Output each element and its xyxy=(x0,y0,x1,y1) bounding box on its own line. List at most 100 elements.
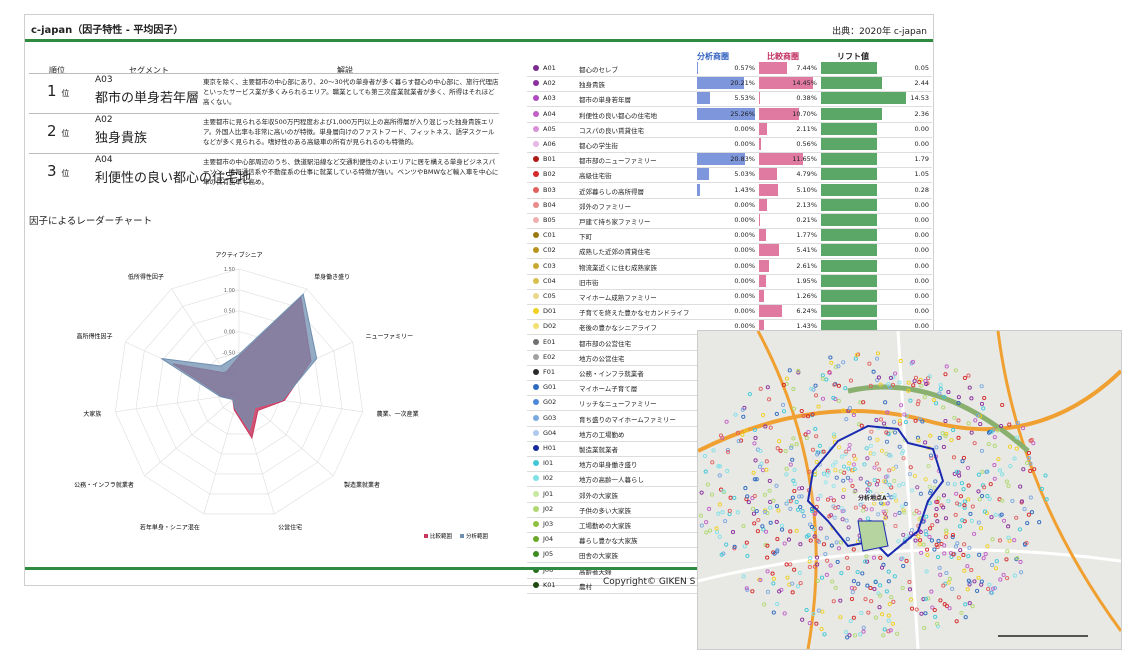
segment-code: A04 xyxy=(95,155,113,165)
map-point xyxy=(824,572,829,577)
map-point xyxy=(1007,422,1012,427)
map-point xyxy=(724,542,729,547)
map-point xyxy=(976,489,981,494)
col-desc: 解説 xyxy=(337,66,353,75)
map-point xyxy=(903,420,908,425)
map-point xyxy=(777,589,782,594)
map-point xyxy=(777,439,782,444)
map-point xyxy=(978,422,983,427)
map-point xyxy=(952,482,957,487)
map-point xyxy=(986,586,991,591)
map-label: 分析地点A xyxy=(858,493,887,502)
segment-name: 工場勤めの大家族 xyxy=(579,522,631,530)
map-point xyxy=(874,482,879,487)
map-point xyxy=(1005,549,1010,554)
map-point xyxy=(920,419,925,424)
map-point xyxy=(873,580,878,585)
map-point xyxy=(897,418,902,423)
map-point xyxy=(732,544,737,549)
map-point xyxy=(878,593,883,598)
map-point xyxy=(988,429,993,434)
map-point xyxy=(874,417,879,423)
analysis-cell: 1.43% xyxy=(697,183,757,196)
col-compare: 比較商圏 xyxy=(767,52,799,61)
map-road xyxy=(698,369,1121,453)
map-point xyxy=(881,509,886,514)
map-point xyxy=(940,431,945,436)
map-point xyxy=(900,556,905,561)
segment-color-dot xyxy=(533,445,539,451)
segment-code: J03 xyxy=(543,520,554,528)
report-source: 出典：2020年 c-japan xyxy=(832,27,927,37)
table-row: C05 マイホーム成熟ファミリー 0.00% 1.26% 0.00 xyxy=(527,289,932,305)
map-point xyxy=(944,570,949,576)
radar-tick-label: 1.00 xyxy=(224,288,235,294)
radar-title: 因子によるレーダーチャート xyxy=(29,216,153,227)
map-point xyxy=(753,435,758,441)
map-point xyxy=(1044,497,1049,502)
map-point xyxy=(934,445,939,450)
map-point xyxy=(869,429,874,434)
map-point xyxy=(832,382,837,387)
map-point xyxy=(979,582,984,587)
map-point xyxy=(929,538,934,543)
map-point xyxy=(767,397,772,402)
map-point xyxy=(797,494,802,499)
map-point xyxy=(865,456,870,461)
map-point xyxy=(942,602,947,607)
map-point xyxy=(699,523,704,528)
map-point xyxy=(780,527,785,532)
map-point xyxy=(882,479,887,484)
map-point xyxy=(952,415,957,420)
compare-cell: 2.11% xyxy=(759,122,819,135)
map-point xyxy=(933,401,939,406)
map-point xyxy=(871,451,876,456)
map-point xyxy=(805,414,811,419)
map-point xyxy=(827,370,832,375)
segment-name: 高級住宅街 xyxy=(579,172,612,181)
map-point xyxy=(944,528,949,533)
map-point xyxy=(768,505,773,510)
map-point xyxy=(969,568,974,573)
map-point xyxy=(745,494,750,499)
map-point xyxy=(1000,402,1005,408)
map-point xyxy=(764,529,769,534)
map-point xyxy=(1014,515,1019,520)
map-point xyxy=(765,543,770,548)
map-point xyxy=(891,599,896,604)
map-canvas[interactable] xyxy=(698,331,1121,649)
segment-name: 利便性の良い都心の住宅地 xyxy=(579,111,657,120)
map-point xyxy=(936,496,941,501)
map-point xyxy=(846,566,851,571)
radar-axis-label: 大家族 xyxy=(83,410,101,418)
map-point xyxy=(806,533,811,538)
map-point xyxy=(981,406,986,411)
map-point xyxy=(774,519,779,524)
compare-cell: 11.65% xyxy=(759,153,819,166)
segment-color-dot xyxy=(533,460,539,467)
radar-tick-label: 1.50 xyxy=(224,267,235,273)
segment-name: 子供の多い大家族 xyxy=(579,506,631,515)
map-point xyxy=(897,444,902,449)
segment-color-dot xyxy=(533,323,539,330)
map-point xyxy=(742,544,747,549)
map-point xyxy=(994,566,999,571)
map-point xyxy=(740,407,745,412)
table-row: B05 戸建て持ち家ファミリー 0.00% 0.21% 0.00 xyxy=(527,213,932,229)
map-point xyxy=(901,532,906,537)
map-point xyxy=(823,552,828,557)
map-point xyxy=(775,548,780,553)
segment-name: 子育てを終えた豊かなセカンドライフ xyxy=(579,309,690,318)
map-point xyxy=(912,473,918,478)
map-point xyxy=(965,564,970,569)
segment-name: 独身貴族 xyxy=(95,131,148,146)
map-point xyxy=(829,543,834,548)
segment-code: A01 xyxy=(543,64,556,72)
map-point xyxy=(923,477,928,482)
map-view[interactable]: 分析地点A xyxy=(697,330,1122,650)
map-point xyxy=(851,579,856,584)
map-point xyxy=(977,414,983,419)
segment-color-dot xyxy=(533,171,539,178)
lift-cell: 1.05 xyxy=(821,168,931,181)
compare-cell: 1.95% xyxy=(759,274,819,287)
